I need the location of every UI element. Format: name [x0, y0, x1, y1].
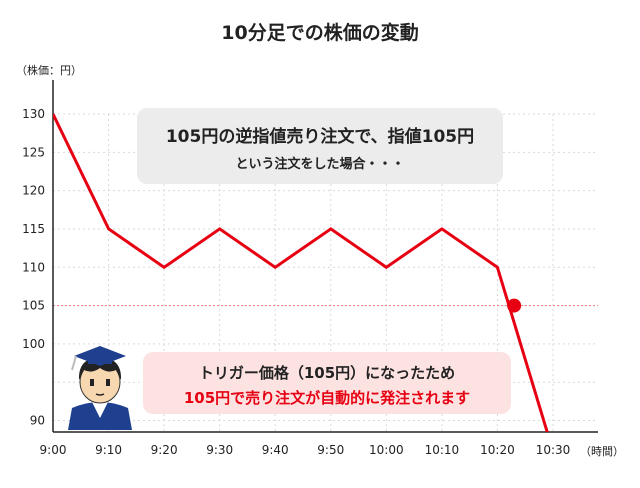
x-axis-unit-label: （時間）	[580, 445, 624, 458]
y-tick-label: 120	[22, 184, 45, 198]
y-tick-label: 110	[22, 260, 45, 274]
order-note-line2: という注文をした場合・・・	[235, 157, 405, 172]
student-avatar-icon	[68, 346, 132, 430]
price-series-line	[53, 113, 549, 432]
x-tick-label: 9:30	[206, 443, 233, 457]
y-axis-unit-label: （株価：円）	[16, 64, 82, 77]
trigger-note-line2: 105円で売り注文が自動的に発注されます	[183, 389, 471, 407]
trigger-point-marker	[507, 298, 522, 313]
chart-title: 10分足での株価の変動	[221, 22, 419, 44]
order-note-line1: 105円の逆指値売り注文で、指値105円	[165, 127, 475, 147]
x-tick-label: 9:10	[95, 443, 122, 457]
x-tick-label: 10:00	[369, 443, 404, 457]
y-tick-label: 125	[22, 145, 45, 159]
x-tick-label: 9:40	[262, 443, 289, 457]
x-tick-label: 10:30	[536, 443, 571, 457]
y-tick-label: 130	[22, 107, 45, 121]
y-tick-label: 105	[22, 299, 45, 313]
x-tick-label: 9:00	[40, 443, 67, 457]
trigger-explanation-note: トリガー価格（105円）になったため 105円で売り注文が自動的に発注されます	[143, 352, 511, 414]
y-tick-label: 115	[22, 222, 45, 236]
trigger-note-line1: トリガー価格（105円）になったため	[198, 364, 456, 382]
x-tick-label: 9:50	[317, 443, 344, 457]
x-tick-label: 9:20	[151, 443, 178, 457]
y-tick-label: 100	[22, 337, 45, 351]
y-tick-label: 90	[30, 414, 45, 428]
x-tick-label: 10:20	[480, 443, 515, 457]
order-explanation-note: 105円の逆指値売り注文で、指値105円 という注文をした場合・・・	[137, 108, 503, 184]
x-tick-label: 10:10	[425, 443, 460, 457]
